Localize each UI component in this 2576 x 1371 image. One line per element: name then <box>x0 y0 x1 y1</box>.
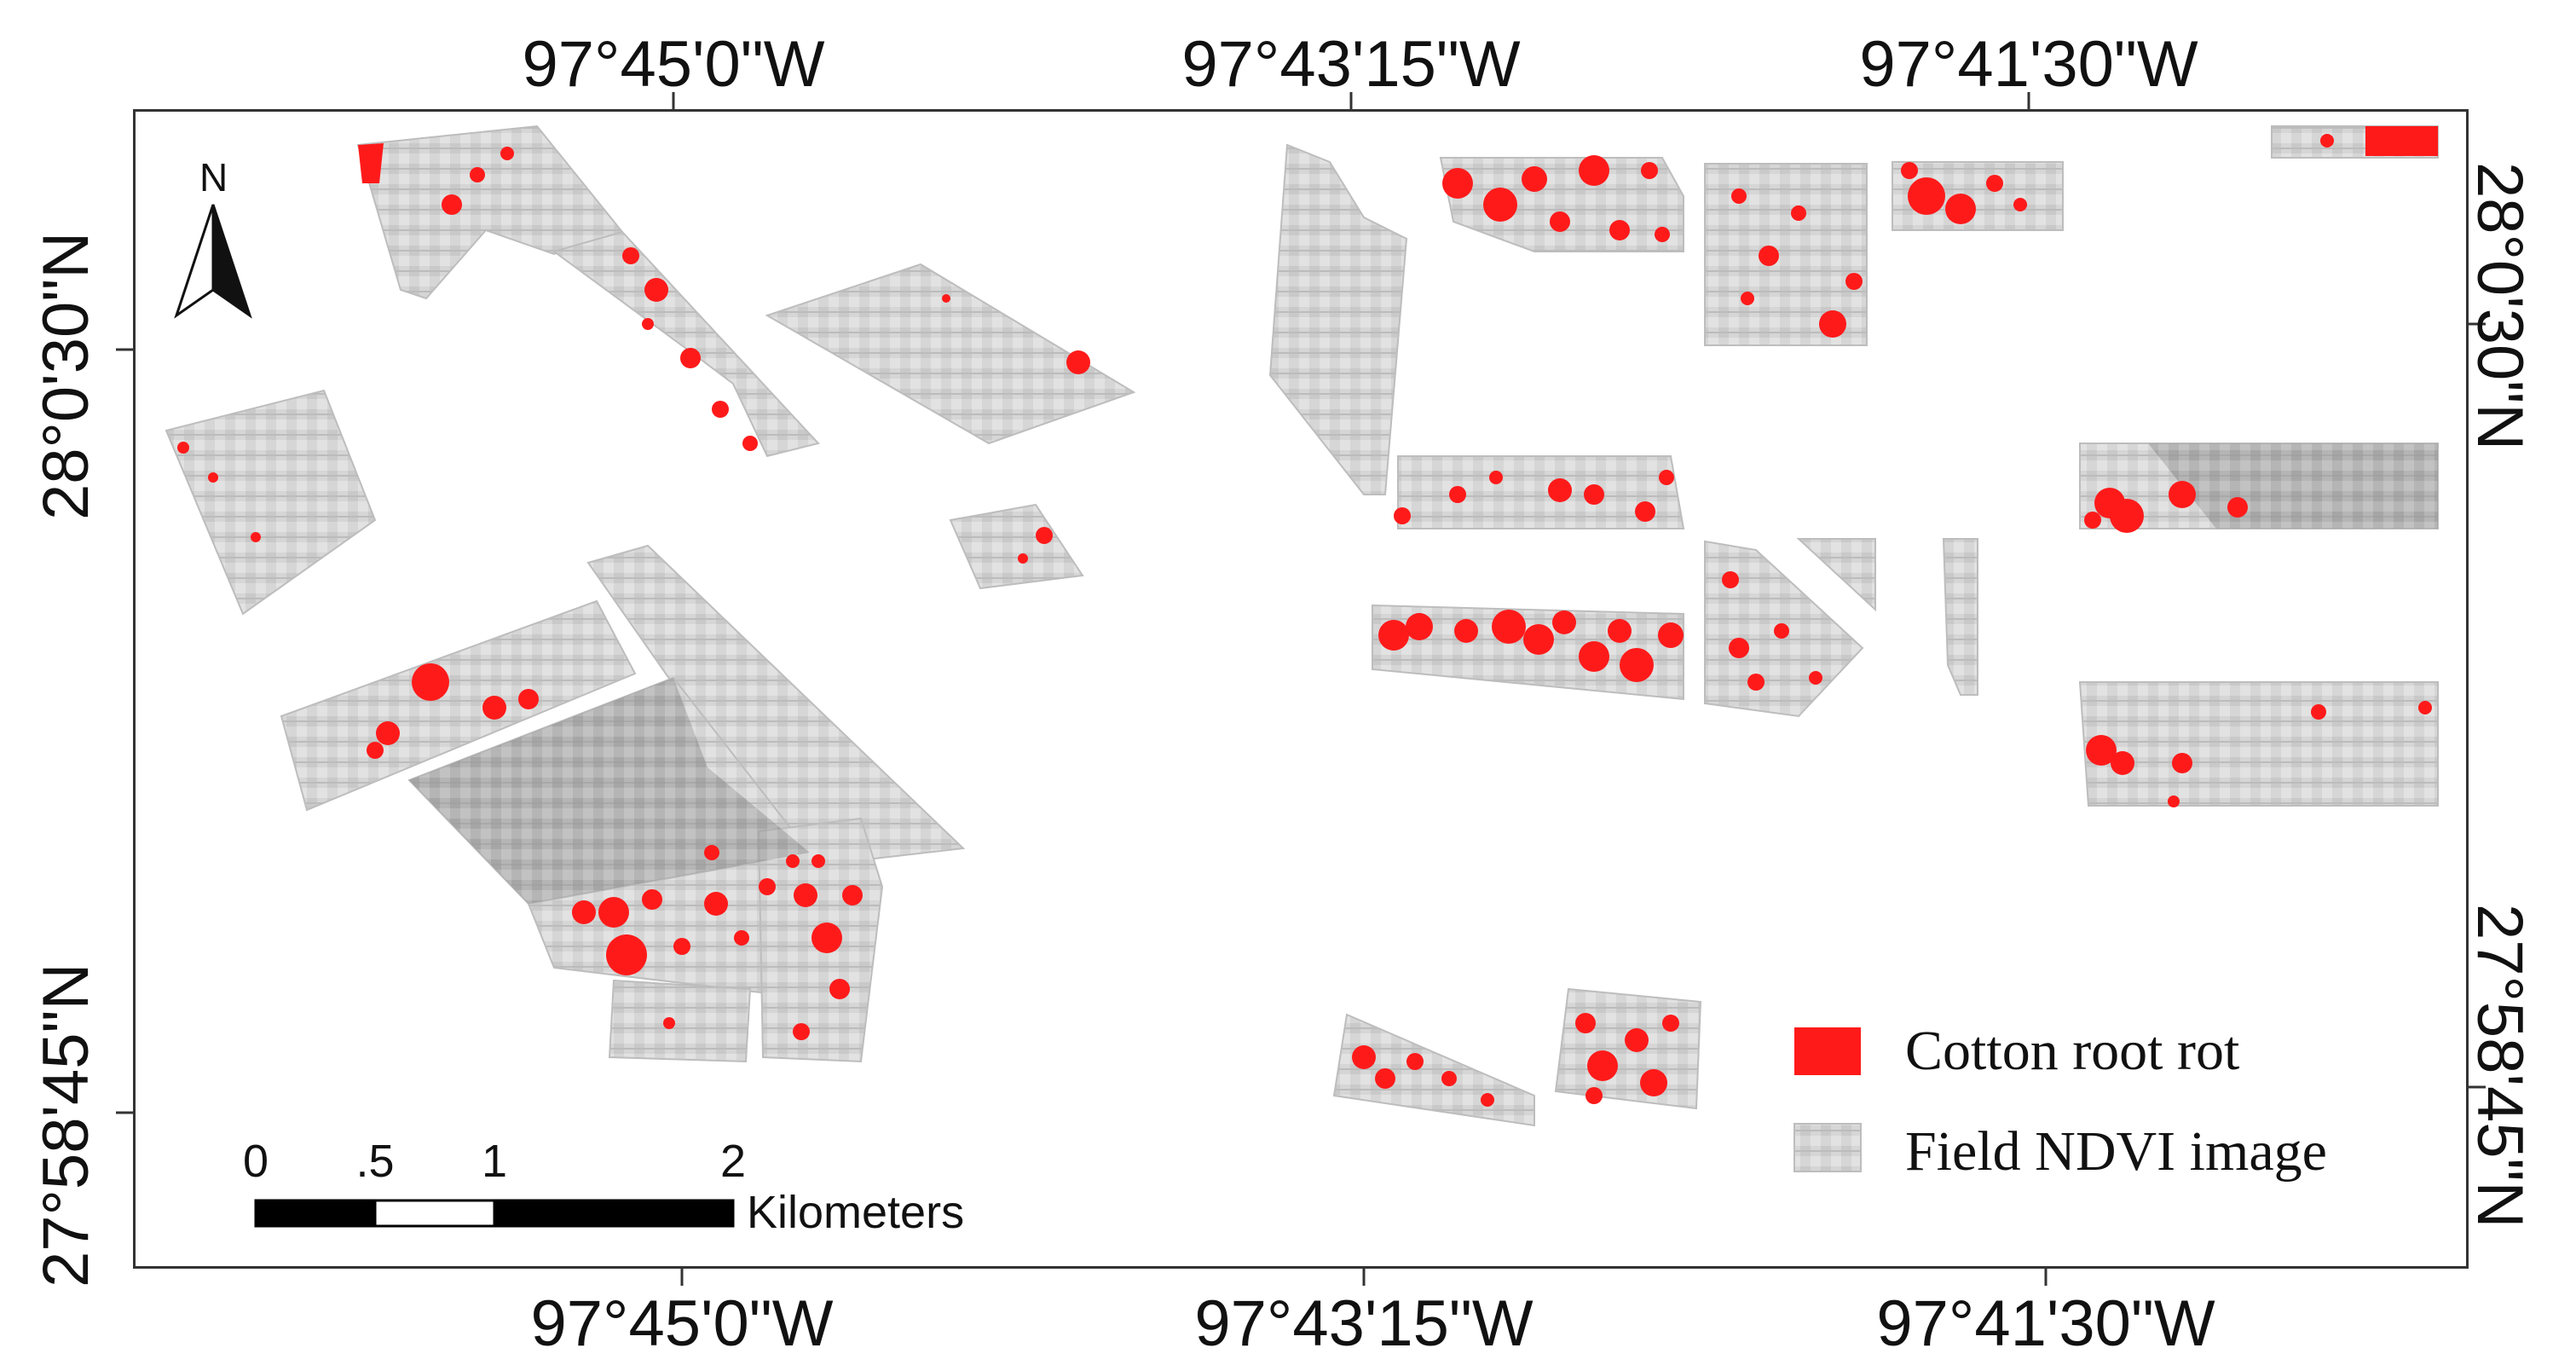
top-longitude-label: 97°45'0"W <box>522 28 825 101</box>
left-latitude-label: 28°0'30"N <box>30 231 102 520</box>
cotton-root-rot-patches <box>177 126 2438 1107</box>
right-latitude-label: 28°0'30"N <box>2463 162 2536 451</box>
left-latitude-label: 27°58'45"N <box>30 963 102 1287</box>
legend-swatch-ndvi <box>1793 1123 1862 1172</box>
scale-unit-label: Kilometers <box>747 1187 965 1238</box>
legend-swatch-root-rot <box>1794 1027 1861 1075</box>
scale-tick-label: 0 <box>242 1136 269 1187</box>
right-latitude-label: 27°58'45"N <box>2463 904 2536 1229</box>
bottom-longitude-label: 97°43'15"W <box>1194 1287 1533 1360</box>
north-arrow-icon <box>174 204 252 319</box>
legend-label-ndvi: Field NDVI image <box>1905 1120 2327 1183</box>
bottom-longitude-label: 97°41'30"W <box>1876 1287 2215 1360</box>
top-longitude-label: 97°43'15"W <box>1181 28 1521 101</box>
legend-label-root-rot: Cotton root rot <box>1905 1020 2240 1082</box>
top-longitude-label: 97°41'30"W <box>1859 28 2198 101</box>
north-arrow-label: N <box>199 155 228 200</box>
graticule-ticks <box>116 92 2486 1286</box>
scale-bar <box>254 1199 735 1228</box>
scale-tick-label: 2 <box>719 1136 747 1187</box>
map-frame <box>133 109 2469 1269</box>
scale-tick-label: .5 <box>355 1136 395 1187</box>
ndvi-field-dark-east <box>2148 443 2438 529</box>
bottom-longitude-label: 97°45'0"W <box>530 1287 834 1360</box>
scale-tick-label: 1 <box>481 1136 508 1187</box>
